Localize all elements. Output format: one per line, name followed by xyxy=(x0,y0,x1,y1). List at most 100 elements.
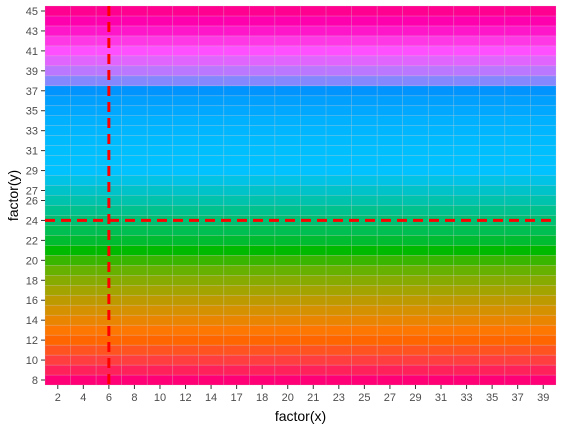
heatmap-cell xyxy=(70,75,97,87)
heatmap-cell xyxy=(325,75,352,87)
heatmap-cell xyxy=(402,105,429,117)
heatmap-cell xyxy=(300,245,327,256)
heatmap-cell xyxy=(44,45,71,57)
heatmap-cell xyxy=(121,55,148,67)
x-tick-label: 4 xyxy=(80,392,86,404)
heatmap-cell xyxy=(198,175,225,186)
heatmap-cell xyxy=(121,284,148,296)
heatmap-cell xyxy=(274,5,301,17)
heatmap-cell xyxy=(300,225,327,236)
heatmap-cell xyxy=(376,374,403,386)
heatmap-cell xyxy=(198,155,225,166)
heatmap-cell xyxy=(274,175,301,186)
heatmap-cell xyxy=(479,115,506,126)
heatmap-cell xyxy=(146,75,174,87)
heatmap-cell xyxy=(325,344,352,356)
heatmap-cell xyxy=(198,45,225,57)
heatmap-cell xyxy=(223,35,250,47)
heatmap-cell xyxy=(300,274,327,286)
heatmap-cell xyxy=(44,245,71,256)
heatmap-cell xyxy=(274,165,301,176)
heatmap-cell xyxy=(146,195,174,206)
heatmap-cell xyxy=(351,344,378,356)
heatmap-cell xyxy=(351,205,378,216)
heatmap-cell xyxy=(44,354,71,366)
heatmap-cell xyxy=(376,354,403,366)
heatmap-cell xyxy=(44,255,71,266)
heatmap-cell xyxy=(351,85,378,97)
heatmap-cell xyxy=(504,235,531,246)
heatmap-cell xyxy=(504,324,531,336)
heatmap-cell xyxy=(172,374,199,386)
heatmap-cell xyxy=(172,155,199,166)
heatmap-cell xyxy=(44,265,71,276)
heatmap-cell xyxy=(249,274,276,286)
heatmap-cell xyxy=(325,45,352,57)
heatmap-cell xyxy=(146,225,174,236)
heatmap-cell xyxy=(146,115,174,126)
heatmap-cell xyxy=(274,205,301,216)
heatmap-cell xyxy=(453,5,480,17)
heatmap-cell xyxy=(453,75,480,87)
heatmap-cell xyxy=(479,165,506,176)
x-tick-label: 35 xyxy=(486,392,498,404)
heatmap-cell xyxy=(300,255,327,266)
heatmap-cell xyxy=(402,45,429,57)
heatmap-cell xyxy=(121,75,148,87)
heatmap-cell xyxy=(402,55,429,67)
heatmap-cell xyxy=(325,15,352,27)
heatmap-cell xyxy=(44,35,71,47)
heatmap-cell xyxy=(172,165,199,176)
heatmap-cell xyxy=(351,274,378,286)
heatmap-cell xyxy=(479,45,506,57)
heatmap-cell xyxy=(427,284,455,296)
heatmap-cell xyxy=(249,25,276,37)
heatmap-cell xyxy=(351,95,378,107)
heatmap-cell xyxy=(402,35,429,47)
x-tick-label: 27 xyxy=(384,392,396,404)
heatmap-cell xyxy=(198,35,225,47)
heatmap-cell xyxy=(479,284,506,296)
heatmap-cell xyxy=(402,75,429,87)
heatmap-cell xyxy=(223,55,250,67)
heatmap-cell xyxy=(121,145,148,156)
heatmap-cell xyxy=(479,25,506,37)
y-tick-label: 45 xyxy=(26,6,38,18)
heatmap-cell xyxy=(402,334,429,346)
heatmap-cell xyxy=(479,135,506,146)
heatmap-cell xyxy=(172,324,199,336)
heatmap-cell xyxy=(504,145,531,156)
heatmap-cell xyxy=(427,35,455,47)
heatmap-cell xyxy=(121,195,148,206)
heatmap-cell xyxy=(44,85,71,97)
heatmap-cell xyxy=(70,374,97,386)
heatmap-cell xyxy=(44,95,71,107)
heatmap-cell xyxy=(172,255,199,266)
heatmap-cell xyxy=(274,85,301,97)
heatmap-cell xyxy=(249,75,276,87)
x-tick-label: 17 xyxy=(231,392,243,404)
heatmap-cell xyxy=(300,115,327,126)
heatmap-cell xyxy=(172,175,199,186)
heatmap-cell xyxy=(479,175,506,186)
heatmap-cell xyxy=(427,334,455,346)
heatmap-cell xyxy=(274,304,301,316)
heatmap-cell xyxy=(351,314,378,326)
heatmap-cell xyxy=(479,185,506,196)
heatmap-cell xyxy=(530,155,557,166)
heatmap-cell xyxy=(198,304,225,316)
heatmap-cell xyxy=(402,15,429,27)
heatmap-cell xyxy=(427,294,455,306)
heatmap-cell xyxy=(146,314,174,326)
heatmap-cell xyxy=(402,245,429,256)
heatmap-cell xyxy=(274,354,301,366)
heatmap-cell xyxy=(121,334,148,346)
heatmap-cell xyxy=(453,135,480,146)
heatmap-cell xyxy=(44,205,71,216)
heatmap-cell xyxy=(274,225,301,236)
heatmap-cell xyxy=(427,155,455,166)
heatmap-cell xyxy=(249,15,276,27)
heatmap-cell xyxy=(427,15,455,27)
heatmap-cell xyxy=(44,155,71,166)
heatmap-cell xyxy=(530,235,557,246)
